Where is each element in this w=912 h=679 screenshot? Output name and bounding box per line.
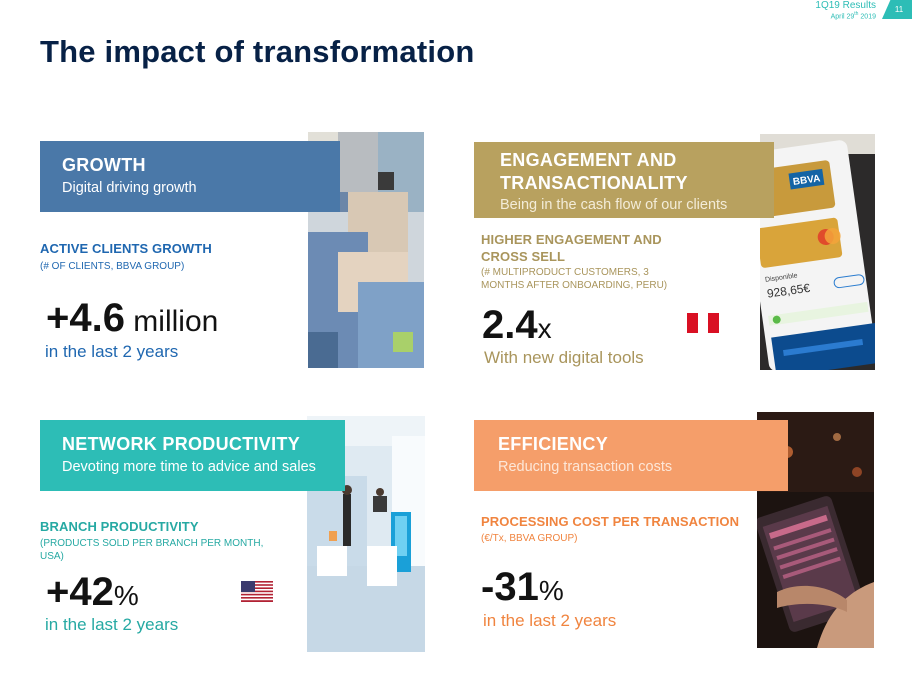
report-name: 1Q19 Results [815,0,876,11]
efficiency-banner: EFFICIENCY Reducing transaction costs [474,420,788,491]
engagement-kpi-label: HIGHER ENGAGEMENT AND CROSS SELL [481,232,662,264]
efficiency-value-line: -31% [481,567,564,607]
network-unit: % [113,580,139,611]
engagement-period: With new digital tools [484,348,644,367]
growth-value-line: +4.6 million [46,298,218,339]
network-subtitle: Devoting more time to advice and sales [62,459,316,475]
page-title: The impact of transformation [40,34,475,69]
efficiency-title: EFFICIENCY [498,434,609,454]
engagement-kpi-note: (# MULTIPRODUCT CUSTOMERS, 3 MONTHS AFTE… [481,267,668,291]
phone-card-brand: BBVA [792,173,821,188]
report-date: April 29th 2019 [830,10,876,20]
engagement-value: 2.4 [482,303,538,347]
page-number: 11 [882,0,912,19]
efficiency-value: -31 [481,565,539,609]
growth-title: GROWTH [62,155,146,175]
network-banner: NETWORK PRODUCTIVITY Devoting more time … [40,420,345,491]
growth-unit: million [124,305,219,338]
engagement-photo: BBVA Disponible 928,65€ [760,134,875,370]
efficiency-subtitle: Reducing transaction costs [498,459,673,475]
growth-photo [308,132,424,368]
growth-kpi-note: (# OF CLIENTS, BBVA GROUP) [40,261,185,272]
phone-available: Disponible [765,272,798,283]
engagement-value-line: 2.4x [482,305,552,345]
efficiency-kpi-label: PROCESSING COST PER TRANSACTION [481,514,740,529]
engagement-banner: ENGAGEMENT AND TRANSACTIONALITY Being in… [474,142,774,218]
growth-kpi-label: ACTIVE CLIENTS GROWTH [40,241,212,256]
efficiency-unit: % [538,575,564,606]
network-kpi-label: BRANCH PRODUCTIVITY [40,519,199,534]
efficiency-period: in the last 2 years [483,611,617,630]
growth-subtitle: Digital driving growth [62,180,197,196]
report-tag: 1Q19 Results April 29th 2019 [815,0,876,20]
engagement-subtitle: Being in the cash flow of our clients [500,197,728,213]
network-value: +42 [46,570,114,614]
engagement-unit: x [537,313,552,344]
efficiency-photo [757,412,874,648]
engagement-title-line2: TRANSACTIONALITY [500,173,688,193]
phone-balance: 928,65€ [766,281,811,301]
usa-flag-icon [241,581,273,602]
growth-period: in the last 2 years [45,342,179,361]
network-kpi-note: (PRODUCTS SOLD PER BRANCH PER MONTH, USA… [40,538,264,562]
network-title: NETWORK PRODUCTIVITY [62,434,300,454]
efficiency-kpi-note: (€/Tx, BBVA GROUP) [481,533,578,544]
network-value-line: +42% [46,572,139,612]
growth-banner: GROWTH Digital driving growth [40,141,340,212]
peru-flag-icon [687,313,719,333]
network-period: in the last 2 years [45,615,179,634]
engagement-title-line1: ENGAGEMENT AND [500,150,677,170]
growth-value: +4.6 [46,296,125,340]
